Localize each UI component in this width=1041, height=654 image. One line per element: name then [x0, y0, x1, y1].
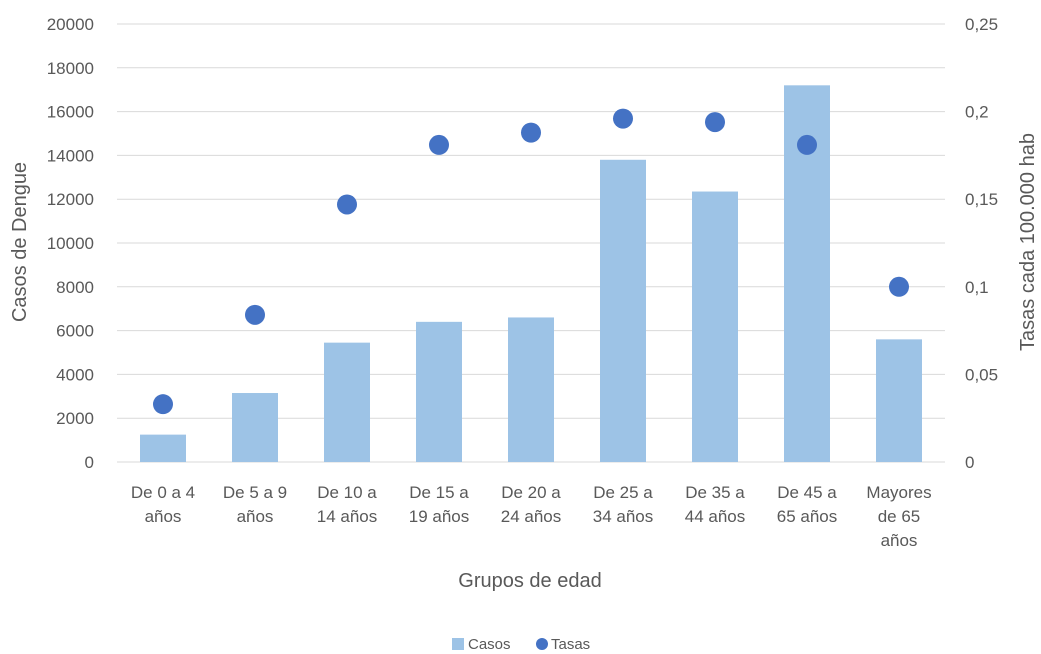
x-tick-label: De 15 a 19 años [409, 483, 470, 526]
legend: Casos Tasas [452, 636, 590, 653]
x-tick-label: De 45 a 65 años [777, 483, 838, 526]
bar-casos [232, 393, 278, 462]
y-axis-right-title: Tasas cada 100.000 hab [1017, 133, 1039, 351]
y2-tick-label: 0,2 [965, 103, 989, 122]
y-tick-label: 18000 [47, 59, 94, 78]
y-axis-left-ticks: 0 2000 4000 6000 8000 10000 12000 14000 16000 180… [47, 15, 94, 472]
legend-label-tasas: Tasas [551, 636, 590, 653]
point-tasas [153, 394, 173, 415]
y2-tick-label: 0,15 [965, 190, 998, 209]
point-tasas [245, 304, 265, 325]
y2-tick-label: 0 [965, 453, 974, 472]
bar-series-casos [140, 85, 922, 462]
y-axis-left-title: Casos de Dengue [9, 162, 31, 322]
legend-swatch-tasas [536, 638, 548, 650]
bar-casos [416, 321, 462, 462]
y2-tick-label: 0,05 [965, 365, 998, 384]
legend-label-casos: Casos [468, 636, 511, 653]
x-tick-label: De 10 a 14 años [317, 483, 378, 526]
y2-tick-label: 0,25 [965, 15, 998, 34]
y-tick-label: 20000 [47, 15, 94, 34]
bar-casos [324, 342, 370, 462]
x-tick-label: De 5 a 9 años [223, 483, 287, 526]
bar-casos [508, 317, 554, 462]
x-tick-label: Mayores de 65 años [866, 483, 931, 550]
y-tick-label: 4000 [56, 365, 94, 384]
legend-swatch-casos [452, 638, 464, 650]
y-axis-right-ticks: 0 0,05 0,1 0,15 0,2 0,25 [965, 15, 998, 472]
x-tick-label: De 35 a 44 años [685, 483, 746, 526]
point-tasas [889, 276, 909, 297]
bar-casos [876, 339, 922, 462]
point-tasas [521, 122, 541, 143]
y-tick-label: 14000 [47, 146, 94, 165]
x-axis-category-labels: De 0 a 4 años De 5 a 9 años De 10 a 14 años De… [131, 483, 932, 550]
bar-casos [692, 191, 738, 462]
x-axis-title: Grupos de edad [458, 570, 601, 592]
y-tick-label: 12000 [47, 190, 94, 209]
point-tasas [337, 194, 357, 215]
bar-casos [600, 159, 646, 462]
x-tick-label: De 20 a 24 años [501, 483, 562, 526]
y-tick-label: 8000 [56, 278, 94, 297]
bar-casos [140, 434, 186, 462]
scatter-series-tasas [153, 108, 909, 415]
y-tick-label: 16000 [47, 103, 94, 122]
y-tick-label: 6000 [56, 322, 94, 341]
x-tick-label: De 25 a 34 años [593, 483, 654, 526]
point-tasas [429, 134, 449, 155]
y-tick-label: 0 [85, 453, 94, 472]
point-tasas [705, 112, 725, 133]
point-tasas [797, 134, 817, 155]
x-tick-label: De 0 a 4 años [131, 483, 195, 526]
y2-tick-label: 0,1 [965, 278, 989, 297]
y-tick-label: 10000 [47, 234, 94, 253]
point-tasas [613, 108, 633, 129]
y-tick-label: 2000 [56, 409, 94, 428]
